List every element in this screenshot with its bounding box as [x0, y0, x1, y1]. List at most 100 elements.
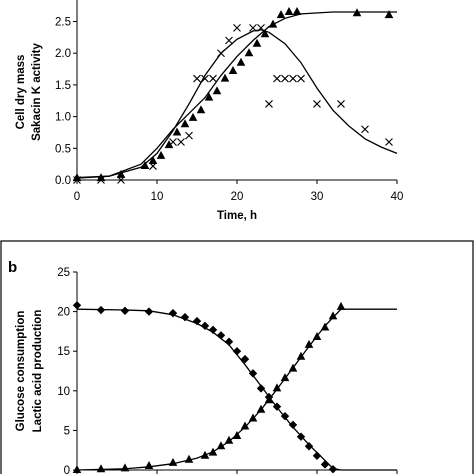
triangle-marker	[272, 383, 282, 392]
triangle-marker	[140, 161, 150, 170]
triangle-marker	[336, 301, 346, 310]
x-marker	[117, 176, 125, 184]
triangle-marker	[212, 86, 222, 95]
triangle-marker	[276, 10, 286, 19]
x-marker	[225, 36, 233, 45]
y-axis-title: Sakacin K activity	[31, 43, 43, 141]
diamond-marker	[320, 460, 330, 469]
triangle-marker	[248, 413, 258, 422]
diamond-marker	[240, 354, 250, 364]
y-tick-label: 5	[64, 425, 70, 437]
y-tick-label: 1.5	[55, 80, 71, 92]
y-axis-title: Cell dry mass	[15, 55, 27, 130]
y-tick-label: 25	[57, 267, 70, 279]
triangle-marker	[304, 339, 314, 348]
panel-b-plot: 0 5 10 15 20 25 Glucose consumption Lactic acid…	[8, 259, 398, 474]
panel-letter: b	[8, 259, 17, 276]
triangle-marker	[292, 7, 302, 15]
x-marker	[289, 74, 297, 83]
triangle-marker	[284, 7, 294, 15]
triangle-marker	[180, 119, 190, 128]
x-marker	[185, 131, 193, 140]
triangle-marker	[244, 48, 254, 57]
triangle-marker	[384, 10, 394, 19]
y-tick-label: 10	[57, 386, 70, 398]
triangle-marker	[224, 435, 234, 444]
triangle-marker	[72, 465, 82, 473]
y-tick-label: 1.0	[55, 112, 71, 124]
x-marker	[337, 100, 345, 108]
triangle-marker	[120, 463, 130, 472]
y-tick-label: 0	[64, 465, 70, 474]
x-marker	[297, 74, 305, 83]
y-axis-title: Glucose consumption	[15, 311, 27, 432]
triangle-marker	[196, 105, 206, 114]
x-marker	[313, 100, 321, 108]
x-tick-label: 20	[231, 191, 244, 203]
x-marker	[201, 74, 209, 83]
panel-a-plot: 0.0 0.5 1.0 1.5 2.0 2.5 0 10 20 30 40 Time, h Cell d…	[15, 0, 403, 222]
x-marker	[233, 23, 241, 32]
triangle-marker	[144, 461, 154, 470]
x-marker	[361, 125, 369, 134]
x-marker	[193, 74, 201, 83]
x-tick-label: 30	[311, 191, 324, 203]
diamond-marker	[144, 307, 154, 316]
x-marker	[281, 74, 289, 83]
x-tick-label: 40	[391, 191, 404, 203]
triangle-marker	[96, 464, 106, 473]
x-marker	[177, 138, 185, 146]
diamond-marker	[216, 331, 226, 340]
x-tick-label: 10	[151, 191, 164, 203]
y-axis-title: Lactic acid production	[32, 310, 44, 433]
fit-curve	[76, 308, 397, 471]
diamond-marker	[120, 306, 130, 316]
triangle-marker	[156, 150, 166, 159]
triangle-marker	[116, 169, 126, 178]
triangle-marker	[260, 29, 270, 38]
x-marker	[273, 74, 281, 83]
x-marker	[149, 162, 157, 170]
triangle-marker	[172, 127, 182, 136]
triangle-marker	[204, 92, 214, 101]
x-marker	[385, 138, 393, 146]
triangle-marker	[164, 140, 174, 149]
fit-curve	[76, 308, 397, 471]
diamond-marker	[72, 301, 82, 310]
x-tick-label: 0	[74, 191, 80, 203]
triangle-marker	[252, 38, 262, 47]
x-marker	[97, 176, 105, 184]
triangle-marker	[296, 351, 306, 360]
triangle-marker	[148, 155, 158, 164]
diamond-marker	[304, 442, 314, 451]
diamond-marker	[232, 347, 242, 356]
triangle-marker	[216, 441, 226, 450]
y-tick-label: 2.0	[55, 48, 71, 60]
diamond-marker	[288, 420, 298, 430]
diamond-marker	[256, 384, 266, 393]
triangle-marker	[228, 65, 238, 74]
panel-b-border	[0, 240, 474, 474]
diamond-marker	[248, 369, 258, 378]
diamond-marker	[208, 325, 218, 335]
triangle-marker	[236, 57, 246, 66]
x-marker	[209, 74, 217, 83]
fit-curve	[76, 11, 397, 179]
fit-curve	[76, 29, 398, 179]
diamond-marker	[200, 321, 210, 331]
y-tick-label: 15	[57, 346, 70, 358]
triangle-marker	[220, 73, 230, 82]
y-tick-label: 2.5	[55, 17, 71, 29]
diamond-marker	[312, 451, 322, 460]
diamond-marker	[168, 308, 178, 318]
x-marker	[265, 100, 273, 108]
triangle-marker	[188, 112, 198, 121]
triangle-marker	[240, 421, 250, 430]
y-tick-label: 0.0	[55, 175, 71, 187]
y-tick-label: 20	[57, 307, 70, 319]
triangle-marker	[280, 373, 290, 382]
y-tick-label: 0.5	[55, 143, 71, 155]
triangle-marker	[328, 311, 338, 320]
x-axis-title: Time, h	[217, 210, 257, 222]
